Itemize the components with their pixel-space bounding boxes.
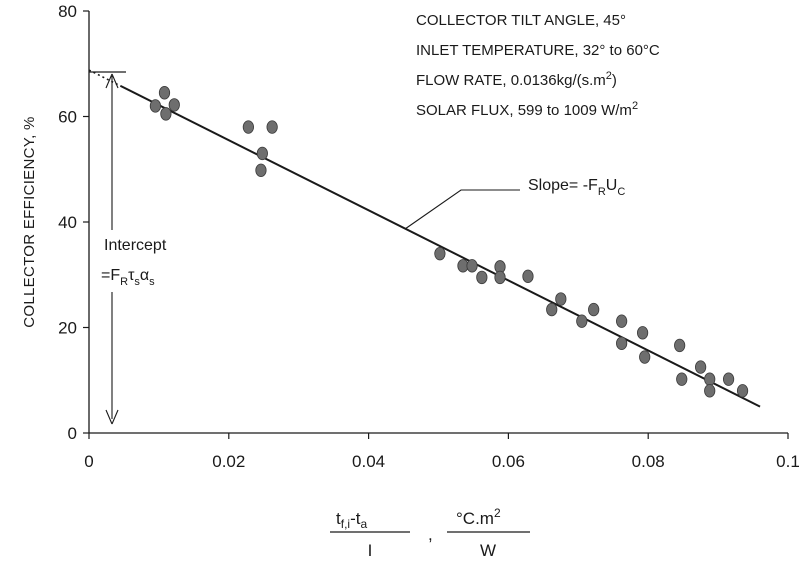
data-point (242, 120, 254, 134)
data-points (149, 86, 749, 398)
data-point (576, 314, 588, 328)
intercept-label-line1: Intercept (104, 237, 167, 254)
slope-label: Slope= -FRUC (528, 177, 625, 198)
fit-line (120, 84, 761, 408)
fit-line-group (88, 69, 761, 408)
data-point (256, 146, 268, 161)
data-point (695, 360, 707, 374)
y-axis-label: COLLECTOR EFFICIENCY, % (21, 116, 38, 327)
data-point (704, 384, 716, 398)
data-point (616, 314, 628, 328)
data-point (555, 292, 567, 306)
x-label-separator: , (428, 525, 433, 544)
y-tick-label: 40 (58, 213, 77, 232)
data-point (546, 302, 558, 317)
data-point (722, 372, 735, 386)
data-point (639, 350, 651, 364)
y-ticks: 0 20 40 60 80 (58, 2, 89, 443)
x-label-frac2-numerator: °C.m2 (456, 506, 501, 528)
x-tick-label: 0.02 (212, 452, 245, 471)
note-line: COLLECTOR TILT ANGLE, 45° (416, 12, 626, 29)
data-point (476, 270, 488, 285)
intercept-arrowhead-up (105, 73, 119, 89)
x-label-frac2-denominator: W (480, 541, 496, 560)
data-point (160, 107, 172, 121)
x-tick-label: 0.08 (632, 452, 665, 471)
notes: COLLECTOR TILT ANGLE, 45° INLET TEMPERATU… (416, 12, 660, 119)
note-line: FLOW RATE, 0.0136kg/(s.m2) (416, 70, 617, 89)
data-point (494, 270, 506, 285)
data-point (616, 336, 628, 351)
data-point (588, 302, 600, 317)
data-point (704, 372, 716, 386)
data-point (676, 372, 688, 386)
y-tick-label: 20 (58, 319, 77, 338)
slope-leader-line (404, 189, 520, 230)
data-point (434, 246, 446, 261)
y-tick-label: 0 (68, 424, 77, 443)
data-point (674, 338, 686, 353)
x-tick-label: 0 (84, 452, 93, 471)
data-point (637, 326, 649, 340)
data-point (255, 163, 267, 178)
data-point (168, 98, 180, 112)
x-ticks: 0 0.02 0.04 0.06 0.08 0.1 (84, 433, 800, 471)
data-point (736, 384, 749, 398)
x-label-frac1-denominator: I (368, 541, 373, 560)
intercept-label-bg (100, 230, 200, 292)
x-tick-label: 0.04 (352, 452, 385, 471)
data-point (149, 99, 162, 113)
intercept-label-equation: =FRτsαs (101, 267, 155, 288)
x-label-frac1-numerator: tf,i-ta (336, 509, 367, 531)
note-line: SOLAR FLUX, 599 to 1009 W/m2 (416, 100, 638, 119)
intercept-arrowhead-down (105, 409, 119, 425)
x-tick-label: 0.06 (492, 452, 525, 471)
data-point (266, 120, 278, 134)
fit-line-extrapolated (88, 69, 121, 87)
x-tick-label: 0.1 (776, 452, 800, 471)
data-point (466, 259, 478, 273)
y-tick-label: 60 (58, 108, 77, 127)
data-point (522, 269, 534, 284)
y-tick-label: 80 (58, 2, 77, 21)
note-line: INLET TEMPERATURE, 32° to 60°C (416, 42, 660, 59)
x-axis-label: tf,i-ta I , °C.m2 W (330, 506, 530, 560)
data-point (158, 86, 171, 100)
